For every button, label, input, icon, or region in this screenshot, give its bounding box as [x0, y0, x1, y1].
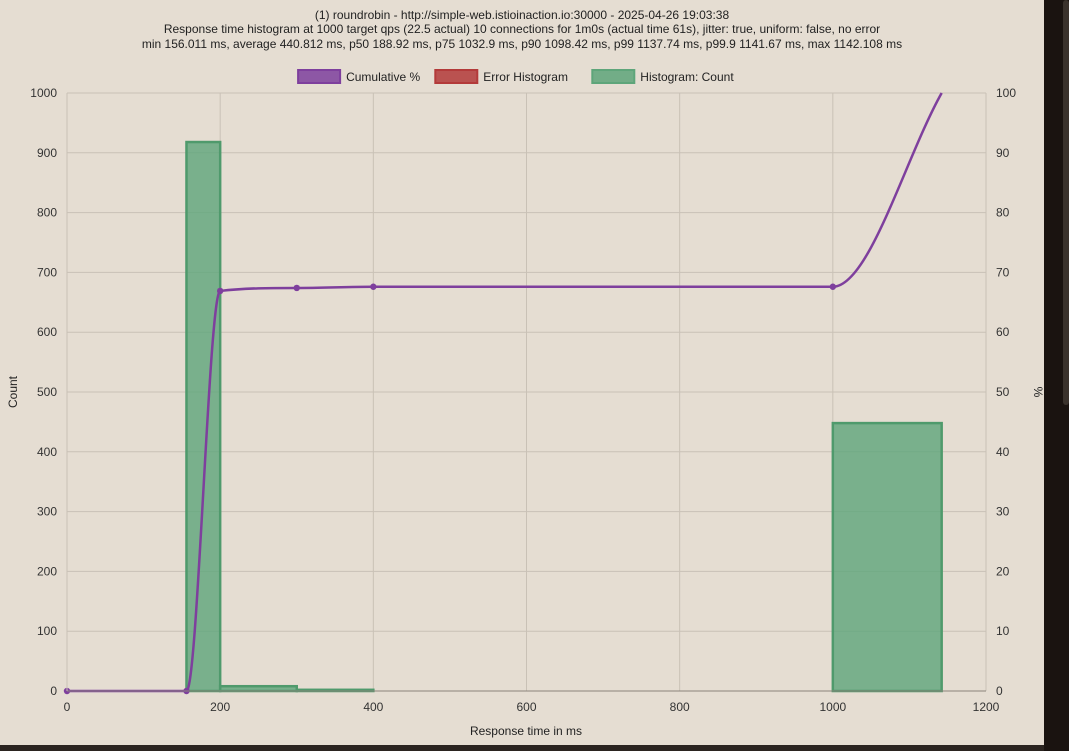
y2-tick-label-10: 100: [996, 86, 1016, 100]
legend-item-1[interactable]: Error Histogram: [434, 69, 568, 84]
cumulative-line: [63, 92, 943, 695]
y-tick-label-7: 700: [37, 265, 57, 279]
y2-tick-label-5: 50: [996, 385, 1010, 399]
legend-label-0: Cumulative %: [346, 70, 420, 84]
legend-label-2: Histogram: Count: [640, 70, 734, 84]
y2-tick-label-3: 30: [996, 505, 1010, 519]
histogram-bars: [185, 140, 943, 693]
y-tick-label-2: 200: [37, 564, 57, 578]
y2-tick-label-2: 20: [996, 564, 1010, 578]
legend-swatch-0: [297, 69, 342, 84]
title-line-3: min 156.011 ms, average 440.812 ms, p50 …: [142, 37, 902, 51]
y-tick-label-4: 400: [37, 445, 57, 459]
histogram-bar-1: [218, 684, 299, 693]
y-tick-label-6: 600: [37, 325, 57, 339]
histogram-bar-4: [831, 421, 943, 693]
legend-label-1: Error Histogram: [483, 70, 568, 84]
y2-tick-label-0: 0: [996, 684, 1003, 698]
cumulative-point-2: [216, 287, 224, 295]
legend-swatch-1: [434, 69, 479, 84]
scrollbar-thumb[interactable]: [1063, 0, 1069, 405]
x-tick-label-6: 1200: [973, 700, 1000, 714]
chart-panel: (1) roundrobin - http://simple-web.istio…: [0, 0, 1045, 745]
x-tick-label-5: 1000: [819, 700, 846, 714]
title-line-2: Response time histogram at 1000 target q…: [164, 22, 880, 36]
bottom-controls-bar: [0, 745, 1044, 751]
x-tick-label-4: 800: [670, 700, 690, 714]
x-tick-label-1: 200: [210, 700, 230, 714]
y2-tick-label-9: 90: [996, 146, 1010, 160]
histogram-bar-0: [185, 140, 222, 693]
y-tick-label-8: 800: [37, 206, 57, 220]
legend[interactable]: Cumulative % Error Histogram Histogram: Co…: [297, 69, 734, 84]
y2-tick-label-4: 40: [996, 445, 1010, 459]
x-tick-label-0: 0: [64, 700, 71, 714]
x-axis-label: Response time in ms: [470, 724, 582, 738]
y-tick-label-1: 100: [37, 624, 57, 638]
y2-tick-label-6: 60: [996, 325, 1010, 339]
y-axis-label: Count: [6, 375, 20, 408]
axes: 0 200 400 600 800 1000 12000100200300400500600…: [30, 86, 1016, 714]
cumulative-point-3: [293, 284, 300, 292]
y2-axis-label: %: [1031, 387, 1044, 398]
cumulative-point-5: [829, 283, 837, 290]
y2-tick-label-1: 10: [996, 624, 1010, 638]
y2-tick-label-8: 80: [996, 206, 1010, 220]
x-tick-label-3: 600: [516, 700, 536, 714]
y2-tick-label-7: 70: [996, 265, 1010, 279]
y-tick-label-0: 0: [50, 684, 57, 698]
cumulative-point-4: [370, 283, 377, 290]
chart-title: (1) roundrobin - http://simple-web.istio…: [142, 8, 902, 51]
y-tick-label-9: 900: [37, 146, 57, 160]
legend-swatch-2: [591, 69, 636, 84]
legend-item-0[interactable]: Cumulative %: [297, 69, 420, 84]
legend-item-2[interactable]: Histogram: Count: [591, 69, 734, 84]
y-tick-label-10: 1000: [30, 86, 57, 100]
x-tick-label-2: 400: [363, 700, 383, 714]
title-line-1: (1) roundrobin - http://simple-web.istio…: [315, 8, 730, 22]
y-tick-label-3: 300: [37, 505, 57, 519]
histogram-chart: (1) roundrobin - http://simple-web.istio…: [6, 8, 1045, 738]
y-tick-label-5: 500: [37, 385, 57, 399]
